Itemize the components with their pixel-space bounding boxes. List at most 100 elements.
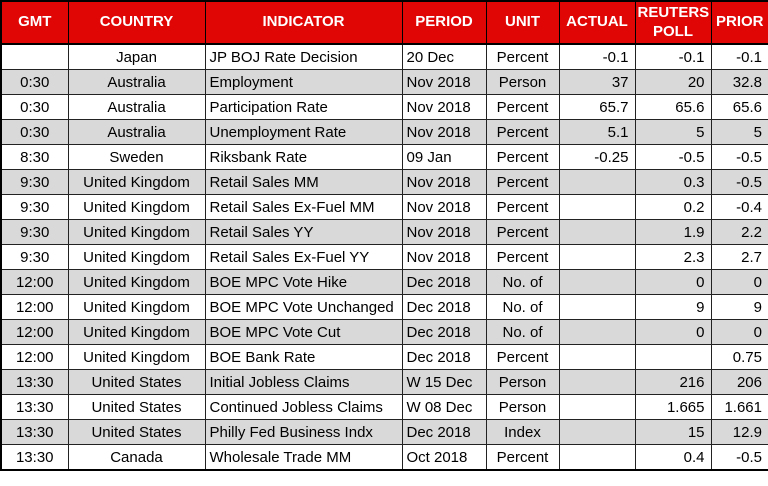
cell-indicator: BOE MPC Vote Cut <box>204 319 403 345</box>
cell-prior: 9 <box>710 294 768 320</box>
cell-period: Nov 2018 <box>401 169 487 195</box>
cell-actual <box>558 344 636 370</box>
cell-indicator: Continued Jobless Claims <box>204 394 403 420</box>
cell-indicator: Retail Sales Ex-Fuel MM <box>204 194 403 220</box>
cell-gmt: 9:30 <box>0 219 69 245</box>
cell-actual: 37 <box>558 69 636 95</box>
cell-country: Australia <box>67 69 206 95</box>
cell-country: United Kingdom <box>67 294 206 320</box>
cell-indicator: BOE MPC Vote Hike <box>204 269 403 295</box>
cell-actual <box>558 444 636 471</box>
cell-reuters_poll: 65.6 <box>634 94 712 120</box>
cell-country: United Kingdom <box>67 169 206 195</box>
cell-actual <box>558 244 636 270</box>
table-row: 9:30 United Kingdom Retail Sales YY Nov 201… <box>0 219 768 245</box>
cell-unit: No. of <box>485 319 560 345</box>
cell-prior: 0 <box>710 269 768 295</box>
cell-prior: -0.4 <box>710 194 768 220</box>
cell-unit: Percent <box>485 444 560 471</box>
cell-period: Dec 2018 <box>401 269 487 295</box>
cell-unit: Percent <box>485 244 560 270</box>
cell-actual <box>558 319 636 345</box>
cell-period: Oct 2018 <box>401 444 487 471</box>
table-row: 0:30 Australia Employment Nov 2018 Person 37 2… <box>0 69 768 95</box>
cell-unit: Percent <box>485 344 560 370</box>
cell-actual: 65.7 <box>558 94 636 120</box>
table-row: 8:30 Sweden Riksbank Rate 09 Jan Percent -0.2… <box>0 144 768 170</box>
cell-indicator: Employment <box>204 69 403 95</box>
cell-prior: 1.661 <box>710 394 768 420</box>
cell-gmt: 13:30 <box>0 394 69 420</box>
cell-period: Nov 2018 <box>401 69 487 95</box>
cell-prior: 12.9 <box>710 419 768 445</box>
header-gmt: GMT <box>0 0 69 45</box>
cell-reuters_poll: 20 <box>634 69 712 95</box>
cell-gmt: 12:00 <box>0 344 69 370</box>
cell-unit: No. of <box>485 294 560 320</box>
cell-actual: 5.1 <box>558 119 636 145</box>
cell-period: Dec 2018 <box>401 319 487 345</box>
table-row: 13:30 Canada Wholesale Trade MM Oct 2018 Per… <box>0 444 768 471</box>
cell-gmt <box>0 43 69 70</box>
cell-country: Sweden <box>67 144 206 170</box>
cell-gmt: 12:00 <box>0 294 69 320</box>
cell-country: United Kingdom <box>67 319 206 345</box>
cell-unit: Percent <box>485 219 560 245</box>
cell-actual <box>558 419 636 445</box>
cell-gmt: 0:30 <box>0 94 69 120</box>
cell-prior: 5 <box>710 119 768 145</box>
cell-indicator: Riksbank Rate <box>204 144 403 170</box>
cell-indicator: Retail Sales MM <box>204 169 403 195</box>
cell-prior: 32.8 <box>710 69 768 95</box>
cell-indicator: Philly Fed Business Indx <box>204 419 403 445</box>
cell-gmt: 12:00 <box>0 269 69 295</box>
table-row: 12:00 United Kingdom BOE MPC Vote Cut Dec 2… <box>0 319 768 345</box>
cell-actual <box>558 269 636 295</box>
cell-gmt: 13:30 <box>0 419 69 445</box>
cell-indicator: Retail Sales YY <box>204 219 403 245</box>
header-indicator: INDICATOR <box>204 0 403 45</box>
cell-unit: Percent <box>485 144 560 170</box>
cell-unit: Person <box>485 369 560 395</box>
cell-gmt: 13:30 <box>0 369 69 395</box>
econ-calendar-table: GMT COUNTRY INDICATOR PERIOD UNIT ACTUAL REUTE… <box>0 0 768 471</box>
cell-actual <box>558 169 636 195</box>
cell-indicator: Wholesale Trade MM <box>204 444 403 471</box>
cell-country: United States <box>67 394 206 420</box>
cell-period: W 08 Dec <box>401 394 487 420</box>
header-period: PERIOD <box>401 0 487 45</box>
table-row: 12:00 United Kingdom BOE MPC Vote Unchange… <box>0 294 768 320</box>
cell-reuters_poll: 216 <box>634 369 712 395</box>
cell-reuters_poll <box>634 344 712 370</box>
cell-period: Nov 2018 <box>401 244 487 270</box>
cell-country: United Kingdom <box>67 244 206 270</box>
table-row: Japan JP BOJ Rate Decision 20 Dec Percent -0… <box>0 43 768 70</box>
cell-period: Dec 2018 <box>401 344 487 370</box>
header-reuters_poll: REUTERS POLL <box>634 0 712 45</box>
cell-country: United Kingdom <box>67 194 206 220</box>
cell-gmt: 9:30 <box>0 244 69 270</box>
cell-unit: Percent <box>485 194 560 220</box>
cell-country: United States <box>67 419 206 445</box>
cell-country: United Kingdom <box>67 219 206 245</box>
cell-actual <box>558 294 636 320</box>
table-row: 13:30 United States Continued Jobless Clai… <box>0 394 768 420</box>
cell-period: Dec 2018 <box>401 419 487 445</box>
cell-prior: -0.5 <box>710 169 768 195</box>
table-row: 9:30 United Kingdom Retail Sales Ex-Fuel Y… <box>0 244 768 270</box>
table-row: 9:30 United Kingdom Retail Sales MM Nov 201… <box>0 169 768 195</box>
cell-country: United Kingdom <box>67 344 206 370</box>
cell-period: Dec 2018 <box>401 294 487 320</box>
cell-reuters_poll: -0.5 <box>634 144 712 170</box>
cell-period: Nov 2018 <box>401 219 487 245</box>
cell-unit: Percent <box>485 43 560 70</box>
cell-reuters_poll: 0.4 <box>634 444 712 471</box>
cell-country: Japan <box>67 43 206 70</box>
cell-gmt: 9:30 <box>0 169 69 195</box>
header-row: GMT COUNTRY INDICATOR PERIOD UNIT ACTUAL REUTE… <box>0 0 768 45</box>
cell-actual <box>558 394 636 420</box>
cell-reuters_poll: 9 <box>634 294 712 320</box>
table-row: 0:30 Australia Participation Rate Nov 2018 P… <box>0 94 768 120</box>
header-actual: ACTUAL <box>558 0 636 45</box>
cell-period: 20 Dec <box>401 43 487 70</box>
